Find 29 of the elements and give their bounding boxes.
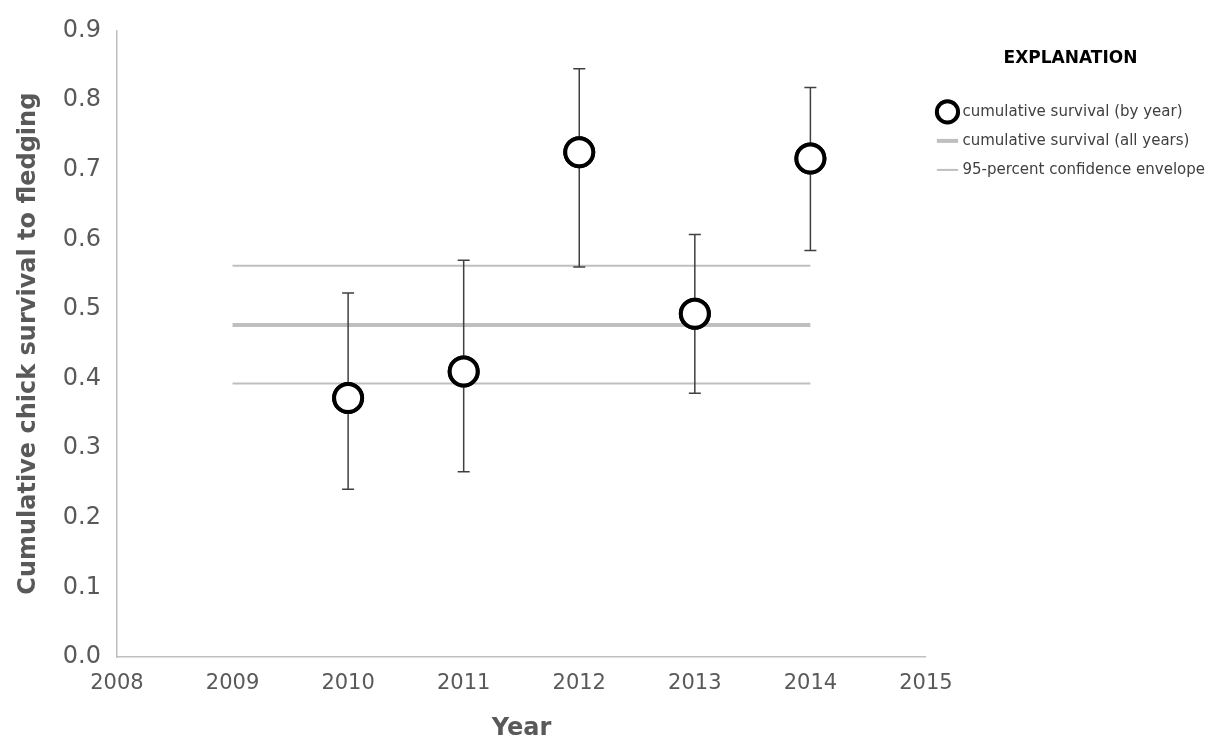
- y-tick-label: 0.4: [62, 362, 101, 391]
- point: [447, 355, 480, 388]
- y-tick-label: 0.9: [62, 14, 101, 43]
- y-tick-label: 0.6: [62, 223, 101, 252]
- y-tick-label: 0.1: [62, 571, 101, 600]
- x-tick-label: 2013: [668, 670, 722, 695]
- y-axis-title: Cumulative chick survival to fledging: [12, 92, 41, 595]
- legend-title: EXPLANATION: [1003, 46, 1138, 67]
- x-tick-label: 2010: [321, 670, 375, 695]
- x-tick-label: 2012: [552, 670, 606, 695]
- legend-label: 95-percent confidence envelope: [962, 159, 1206, 178]
- y-tick-label: 0.8: [62, 84, 101, 113]
- y-tick-label: 0.5: [62, 293, 101, 322]
- x-tick-label: 2015: [899, 670, 953, 695]
- point: [332, 382, 365, 415]
- point: [678, 297, 711, 330]
- y-tick-label: 0.0: [62, 641, 101, 670]
- legend-label: cumulative survival (by year): [962, 101, 1183, 120]
- y-tick-label: 0.3: [62, 432, 101, 461]
- y-tick-label: 0.2: [62, 501, 101, 530]
- legend-label: cumulative survival (all years): [962, 130, 1190, 149]
- x-tick-label: 2009: [205, 670, 260, 695]
- y-tick-label: 0.7: [62, 153, 101, 182]
- point: [563, 136, 596, 169]
- x-tick-label: 2014: [783, 670, 838, 695]
- x-tick-label: 2011: [436, 670, 491, 695]
- x-axis-title: Year: [490, 712, 552, 741]
- point: [794, 142, 827, 175]
- x-tick-label: 2008: [90, 670, 144, 695]
